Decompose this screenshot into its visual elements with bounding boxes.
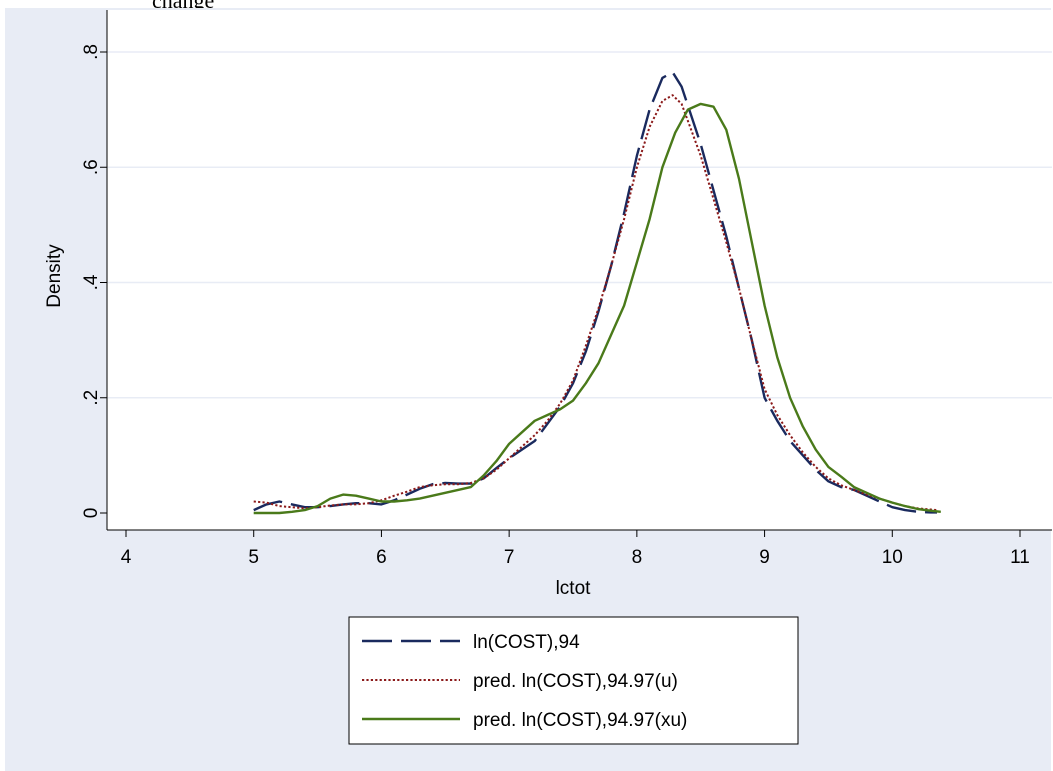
ticks: 0 .2 .4 .6 .8 4 5 6 7 8 9 10 11 <box>81 44 1030 568</box>
x-tick-label: 7 <box>504 547 515 568</box>
y-axis-label: Density <box>44 244 65 308</box>
y-tick-label: .8 <box>81 44 102 60</box>
grid-lines <box>107 51 1052 399</box>
x-tick-label: 9 <box>759 547 770 568</box>
y-tick-label: .2 <box>81 390 102 406</box>
series-lines <box>253 71 941 515</box>
x-tick-label: 4 <box>121 547 132 568</box>
series-line-3 <box>253 102 941 515</box>
plot-region <box>107 10 1052 530</box>
x-tick-label: 6 <box>376 547 387 568</box>
series-line-2 <box>253 94 938 512</box>
x-tick-label: 11 <box>1010 547 1030 568</box>
axes <box>106 10 1052 531</box>
legend-label-2: pred. ln(COST),94.97(u) <box>473 671 678 692</box>
x-axis-label: lctot <box>556 578 592 599</box>
y-tick-label: .6 <box>81 159 102 175</box>
x-tick-label: 8 <box>632 547 643 568</box>
x-tick-label: 5 <box>248 547 259 568</box>
legend-label-3: pred. ln(COST),94.97(xu) <box>473 710 687 731</box>
y-tick-label: 0 <box>81 508 102 519</box>
y-tick-label: .4 <box>81 274 102 290</box>
x-tick-label: 10 <box>882 547 903 568</box>
legend-label-1: ln(COST),94 <box>473 632 580 653</box>
legend: ln(COST),94 pred. ln(COST),94.97(u) pred. … <box>348 616 799 745</box>
